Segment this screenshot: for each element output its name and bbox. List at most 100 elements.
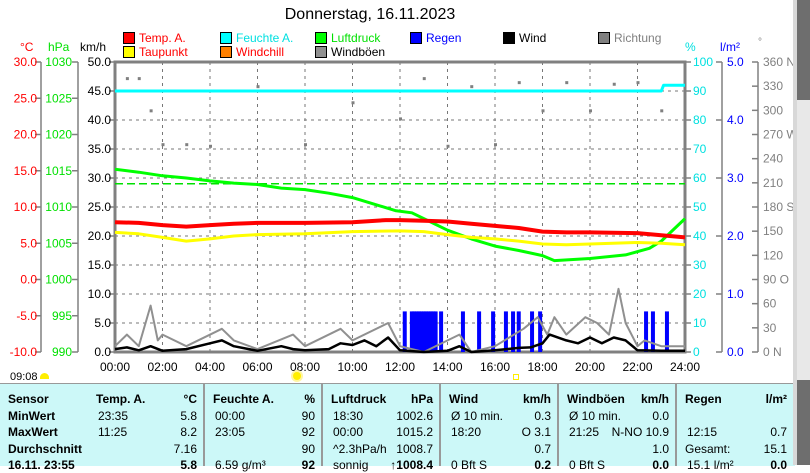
direction-dot <box>541 109 545 113</box>
legend-label: Luftdruck <box>331 31 381 45</box>
temp-axis-tick-label: 10.0 <box>14 200 38 214</box>
temp-axis-tick-label: 20.0 <box>14 128 38 142</box>
direction-unit: ° <box>758 37 762 48</box>
rain-bar <box>538 311 543 352</box>
direction-axis-tick-label: 180 S <box>763 200 794 214</box>
series-windb-en <box>114 287 685 353</box>
series-luftdruck <box>114 167 687 263</box>
table-cell-value: 0.0 <box>652 409 669 423</box>
rain-bar <box>491 311 496 352</box>
humidity-axis-tick-label: 90 <box>693 84 707 98</box>
temp-axis-tick-label: 30.0 <box>14 55 38 69</box>
legend-swatch <box>123 32 135 44</box>
x-tick-label: 06:00 <box>242 360 272 374</box>
table-cell-value: 1008.7 <box>396 442 433 456</box>
table-column: Luftdruck hPa 18:30 1002.6 00:00 1015.2 ^2.3hP… <box>323 384 441 472</box>
table-header-unit: °C <box>183 392 197 406</box>
rain-bar <box>477 311 482 352</box>
wind-axis-tick-label: 20.0 <box>88 229 112 243</box>
table-cell-value: 5.8 <box>180 409 197 423</box>
humidity-axis-tick-label: 40 <box>693 229 707 243</box>
legend-item: Regen <box>410 31 461 45</box>
direction-axis-tick-label: 0 N <box>763 345 782 359</box>
humidity-axis-tick-label: 10 <box>693 316 707 330</box>
legend-swatch <box>315 32 327 44</box>
rain-bar <box>426 311 431 352</box>
table-cell-value: 8.2 <box>180 425 197 439</box>
table-cell-value: 0.3 <box>534 409 551 423</box>
table-cell-value: 0.2 <box>534 458 551 472</box>
table-cell-value: N-NO 10.9 <box>611 425 669 439</box>
wind-axis-tick-label: 25.0 <box>88 200 112 214</box>
table-cell-time: 0 Bft S <box>451 458 488 472</box>
table-cell-value: 92 <box>301 458 315 472</box>
direction-axis-tick-label: 120 <box>763 248 783 262</box>
temp-axis-tick-label: 5.0 <box>20 236 37 250</box>
rain-bar <box>439 311 444 352</box>
series-wind <box>114 333 685 354</box>
temp-unit: °C <box>20 40 34 54</box>
direction-axis-tick-label: 330 <box>763 79 783 93</box>
pressure-axis-tick-label: 1015 <box>45 164 72 178</box>
table-header: Temp. A. <box>96 392 146 406</box>
table-column: Temp. A. °C 23:35 5.8 11:25 8.2 7.16 5.8 <box>88 384 205 472</box>
rain-bar <box>650 311 655 352</box>
rain-axis-tick-label: 4.0 <box>727 113 744 127</box>
temp-axis-tick-label: -5.0 <box>16 309 37 323</box>
table-cell-value: 1.0 <box>652 442 669 456</box>
table-column: Wind km/h Ø 10 min. 0.3 18:20 O 3.1 0.7 0 Bft S… <box>441 384 559 472</box>
wind-axis-tick-label: 30.0 <box>88 171 112 185</box>
direction-dot <box>565 81 569 85</box>
legend-item: Windböen <box>315 45 385 59</box>
rain-axis-tick-label: 5.0 <box>727 55 744 69</box>
rain-bar <box>421 311 426 352</box>
legend-item: Temp. A. <box>123 31 186 45</box>
legend-label: Windböen <box>331 45 386 59</box>
x-tick-label: 00:00 <box>100 360 130 374</box>
x-tick-label: 24:00 <box>670 360 700 374</box>
temp-axis-tick-label: 0.0 <box>20 273 37 287</box>
table-cell-value: 90 <box>301 442 315 456</box>
table-cell-value: 1002.6 <box>396 409 433 423</box>
rain-bar <box>431 311 436 352</box>
table-header-unit: km/h <box>522 392 551 406</box>
pressure-axis-tick-label: 1025 <box>45 91 72 105</box>
legend-swatch <box>123 46 135 58</box>
wind-axis-tick-label: 45.0 <box>88 84 112 98</box>
direction-dot <box>446 144 450 148</box>
table-cell-time: ^2.3hPa/h <box>333 442 387 456</box>
pressure-axis-tick-label: 1030 <box>45 55 72 69</box>
direction-dot <box>660 109 664 113</box>
series-feuchte-a <box>115 83 685 93</box>
humidity-unit: % <box>685 40 696 54</box>
table-header: Sensor <box>8 392 49 406</box>
direction-dot <box>422 77 426 81</box>
temp-axis-tick-label: -10.0 <box>10 345 38 359</box>
direction-dot <box>612 82 616 86</box>
table-cell-time: Ø 10 min. <box>569 409 622 423</box>
table-cell-time: 23:35 <box>98 409 129 423</box>
rain-bar <box>644 311 649 352</box>
legend-label: Wind <box>519 31 547 45</box>
x-tick-label: 18:00 <box>527 360 557 374</box>
table-cell-value: ↑1008.4 <box>390 458 433 472</box>
table-cell-time: 00:00 <box>215 409 246 423</box>
direction-axis-tick-label: 360 N <box>763 55 795 69</box>
x-tick-label: 22:00 <box>622 360 652 374</box>
x-tick-label: 12:00 <box>385 360 415 374</box>
table-cell-value: 0.7 <box>770 425 787 439</box>
humidity-axis-tick-label: 80 <box>693 113 707 127</box>
direction-axis-tick-label: 210 <box>763 176 783 190</box>
legend-label: Temp. A. <box>139 31 186 45</box>
row-label: MinWert <box>8 409 56 423</box>
table-header-unit: hPa <box>410 392 433 406</box>
direction-dot <box>494 143 497 147</box>
rain-bar <box>503 311 508 352</box>
humidity-axis-tick-label: 50 <box>693 200 707 214</box>
sun-icon <box>40 373 49 379</box>
table-header: Windböen <box>567 392 625 406</box>
pressure-unit: hPa <box>48 40 70 54</box>
rain-bar <box>664 311 669 352</box>
rain-bar <box>402 311 407 352</box>
rain-axis-tick-label: 3.0 <box>727 171 744 185</box>
